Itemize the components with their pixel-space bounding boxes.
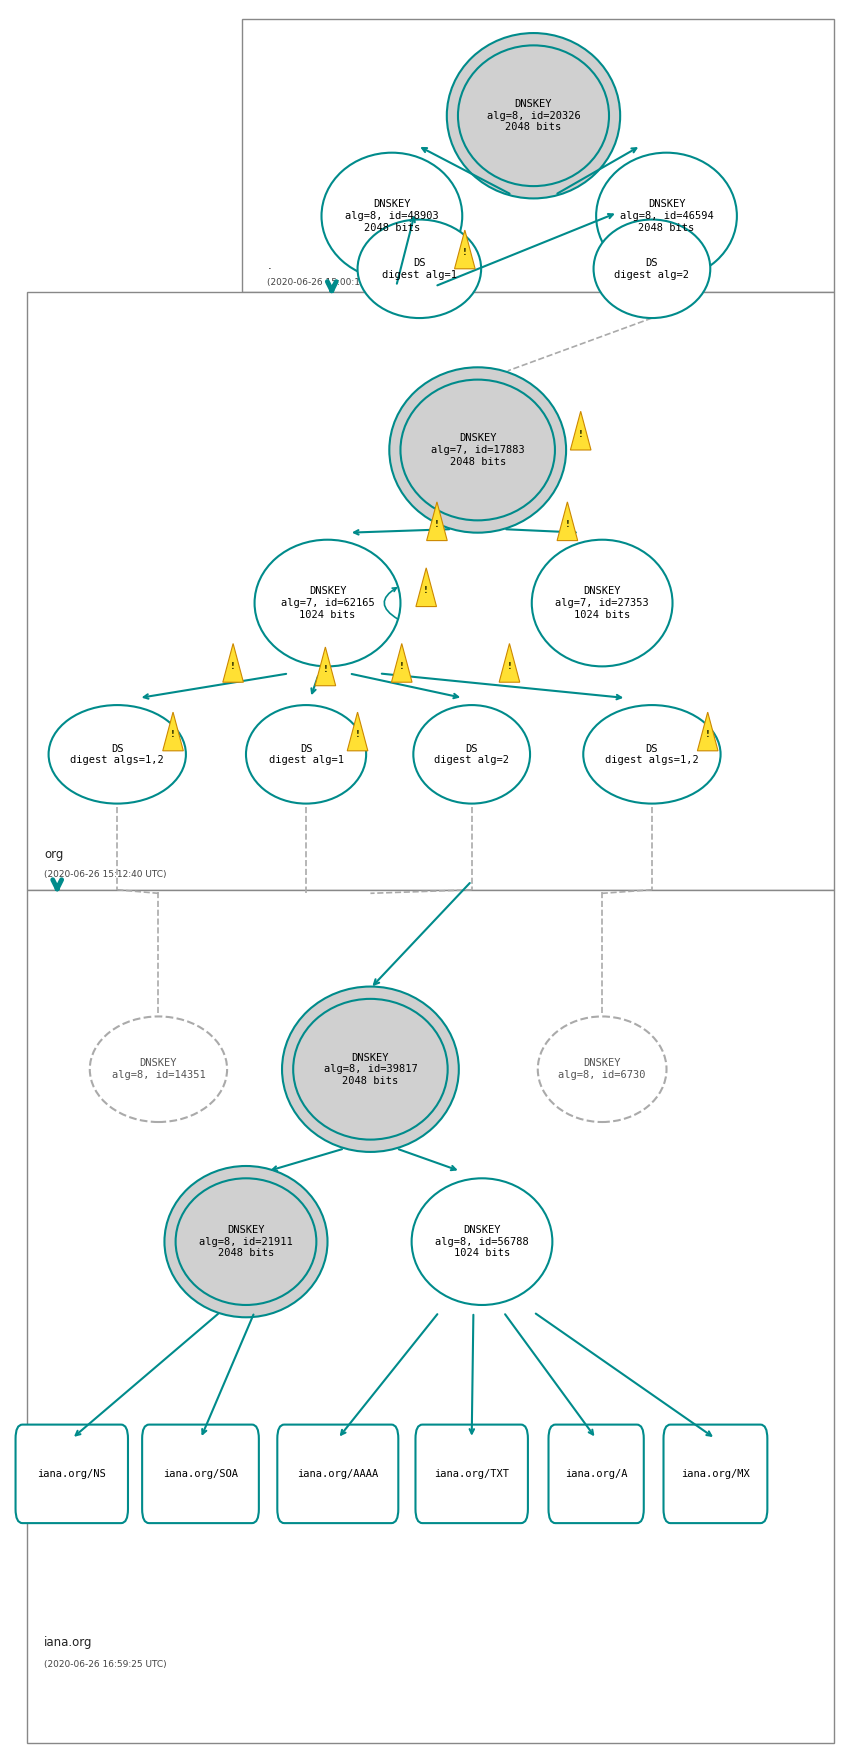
Polygon shape xyxy=(697,712,718,751)
Text: iana.org/A: iana.org/A xyxy=(565,1470,628,1478)
Ellipse shape xyxy=(321,153,462,280)
Text: DNSKEY
alg=8, id=46594
2048 bits: DNSKEY alg=8, id=46594 2048 bits xyxy=(620,199,714,233)
FancyBboxPatch shape xyxy=(664,1425,767,1522)
Text: !: ! xyxy=(400,663,404,671)
Text: !: ! xyxy=(171,731,175,740)
Text: !: ! xyxy=(566,520,569,529)
Text: !: ! xyxy=(231,663,235,671)
Text: !: ! xyxy=(356,731,360,740)
FancyBboxPatch shape xyxy=(15,1425,128,1522)
Text: .: . xyxy=(268,259,271,271)
Text: !: ! xyxy=(463,248,467,257)
Text: !: ! xyxy=(324,666,327,675)
Polygon shape xyxy=(427,502,447,541)
Text: iana.org: iana.org xyxy=(44,1637,93,1649)
Polygon shape xyxy=(570,411,591,449)
FancyBboxPatch shape xyxy=(142,1425,259,1522)
Ellipse shape xyxy=(413,705,530,803)
Text: DS
digest alg=1: DS digest alg=1 xyxy=(381,257,457,280)
Text: iana.org/AAAA: iana.org/AAAA xyxy=(297,1470,379,1478)
Ellipse shape xyxy=(48,705,186,803)
Ellipse shape xyxy=(246,705,366,803)
Text: org: org xyxy=(44,848,64,862)
Text: DNSKEY
alg=8, id=6730: DNSKEY alg=8, id=6730 xyxy=(559,1059,646,1080)
FancyBboxPatch shape xyxy=(28,292,833,890)
Ellipse shape xyxy=(538,1017,666,1122)
Ellipse shape xyxy=(255,539,400,666)
Ellipse shape xyxy=(412,1179,553,1306)
Text: DNSKEY
alg=7, id=62165
1024 bits: DNSKEY alg=7, id=62165 1024 bits xyxy=(281,587,375,620)
Text: DNSKEY
alg=8, id=20326
2048 bits: DNSKEY alg=8, id=20326 2048 bits xyxy=(486,99,580,132)
Ellipse shape xyxy=(176,1179,316,1306)
Text: DNSKEY
alg=7, id=27353
1024 bits: DNSKEY alg=7, id=27353 1024 bits xyxy=(555,587,649,620)
Ellipse shape xyxy=(357,220,481,319)
Text: !: ! xyxy=(424,587,428,596)
Polygon shape xyxy=(347,712,368,751)
Polygon shape xyxy=(455,231,475,270)
Text: DNSKEY
alg=8, id=56788
1024 bits: DNSKEY alg=8, id=56788 1024 bits xyxy=(435,1225,529,1258)
Text: DNSKEY
alg=8, id=39817
2048 bits: DNSKEY alg=8, id=39817 2048 bits xyxy=(324,1052,418,1085)
Text: DNSKEY
alg=8, id=21911
2048 bits: DNSKEY alg=8, id=21911 2048 bits xyxy=(199,1225,293,1258)
Ellipse shape xyxy=(389,366,566,532)
Ellipse shape xyxy=(447,33,620,199)
Text: DNSKEY
alg=8, id=48903
2048 bits: DNSKEY alg=8, id=48903 2048 bits xyxy=(345,199,439,233)
Text: (2020-06-26 15:00:18 UTC): (2020-06-26 15:00:18 UTC) xyxy=(268,278,390,287)
Ellipse shape xyxy=(90,1017,227,1122)
Ellipse shape xyxy=(294,999,448,1140)
Ellipse shape xyxy=(532,539,672,666)
Polygon shape xyxy=(416,567,437,606)
Polygon shape xyxy=(499,643,520,682)
Text: !: ! xyxy=(435,520,439,529)
FancyBboxPatch shape xyxy=(28,890,833,1743)
FancyBboxPatch shape xyxy=(242,19,833,292)
Text: iana.org/TXT: iana.org/TXT xyxy=(434,1470,509,1478)
Text: DNSKEY
alg=7, id=17883
2048 bits: DNSKEY alg=7, id=17883 2048 bits xyxy=(430,433,524,467)
Polygon shape xyxy=(223,643,244,682)
Ellipse shape xyxy=(400,379,555,520)
Polygon shape xyxy=(557,502,578,541)
Polygon shape xyxy=(163,712,183,751)
Polygon shape xyxy=(392,643,412,682)
Text: DS
digest alg=1: DS digest alg=1 xyxy=(269,744,344,765)
Ellipse shape xyxy=(593,220,710,319)
Text: iana.org/MX: iana.org/MX xyxy=(681,1470,750,1478)
Text: (2020-06-26 15:12:40 UTC): (2020-06-26 15:12:40 UTC) xyxy=(44,870,167,879)
Text: DS
digest algs=1,2: DS digest algs=1,2 xyxy=(71,744,164,765)
Ellipse shape xyxy=(596,153,737,280)
Text: iana.org/NS: iana.org/NS xyxy=(37,1470,106,1478)
Text: !: ! xyxy=(507,663,511,671)
FancyBboxPatch shape xyxy=(277,1425,399,1522)
Text: (2020-06-26 16:59:25 UTC): (2020-06-26 16:59:25 UTC) xyxy=(44,1660,167,1669)
FancyBboxPatch shape xyxy=(416,1425,528,1522)
Text: !: ! xyxy=(706,731,709,740)
Ellipse shape xyxy=(164,1166,327,1318)
FancyBboxPatch shape xyxy=(548,1425,644,1522)
Text: iana.org/SOA: iana.org/SOA xyxy=(163,1470,238,1478)
Ellipse shape xyxy=(583,705,721,803)
Text: DS
digest alg=2: DS digest alg=2 xyxy=(615,257,690,280)
Ellipse shape xyxy=(458,46,609,187)
Polygon shape xyxy=(315,647,336,685)
Text: DS
digest algs=1,2: DS digest algs=1,2 xyxy=(605,744,699,765)
Ellipse shape xyxy=(282,987,459,1152)
Text: DNSKEY
alg=8, id=14351: DNSKEY alg=8, id=14351 xyxy=(112,1059,205,1080)
Text: DS
digest alg=2: DS digest alg=2 xyxy=(434,744,509,765)
Text: !: ! xyxy=(579,430,583,439)
